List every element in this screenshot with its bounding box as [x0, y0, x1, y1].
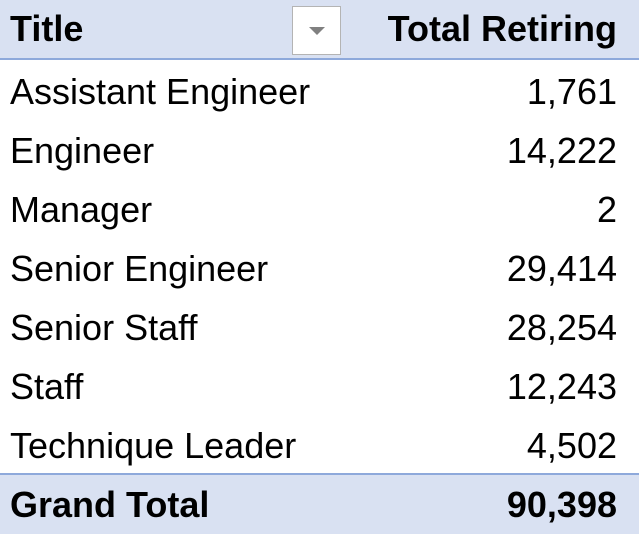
table-row[interactable]: Manager 2 [0, 180, 639, 239]
table-row[interactable]: Assistant Engineer 1,761 [0, 62, 639, 121]
row-total: 2 [596, 188, 617, 230]
row-title: Engineer [10, 129, 155, 171]
row-title: Senior Staff [10, 306, 198, 348]
row-title: Staff [10, 365, 84, 407]
row-total: 29,414 [506, 247, 617, 289]
title-filter-button[interactable] [292, 6, 341, 55]
table-row[interactable]: Technique Leader 4,502 [0, 416, 639, 475]
grand-total-label: Grand Total [10, 483, 210, 525]
row-title: Manager [10, 188, 153, 230]
pivot-header-row: Title Total Retiring [0, 0, 639, 60]
row-title: Technique Leader [10, 424, 297, 466]
row-total: 4,502 [526, 424, 617, 466]
row-title: Senior Engineer [10, 247, 269, 289]
table-row[interactable]: Senior Engineer 29,414 [0, 239, 639, 298]
table-row[interactable]: Staff 12,243 [0, 357, 639, 416]
table-row[interactable]: Senior Staff 28,254 [0, 298, 639, 357]
row-total: 28,254 [506, 306, 617, 348]
row-total: 14,222 [506, 129, 617, 171]
total-retiring-column-header[interactable]: Total Retiring [387, 8, 617, 49]
table-row[interactable]: Engineer 14,222 [0, 121, 639, 180]
grand-total-value: 90,398 [506, 483, 617, 525]
row-total: 12,243 [506, 365, 617, 407]
dropdown-arrow-icon [308, 26, 325, 35]
row-title: Assistant Engineer [10, 70, 311, 112]
grand-total-row[interactable]: Grand Total 90,398 [0, 473, 639, 534]
row-total: 1,761 [526, 70, 617, 112]
title-column-header[interactable]: Title [10, 8, 84, 49]
